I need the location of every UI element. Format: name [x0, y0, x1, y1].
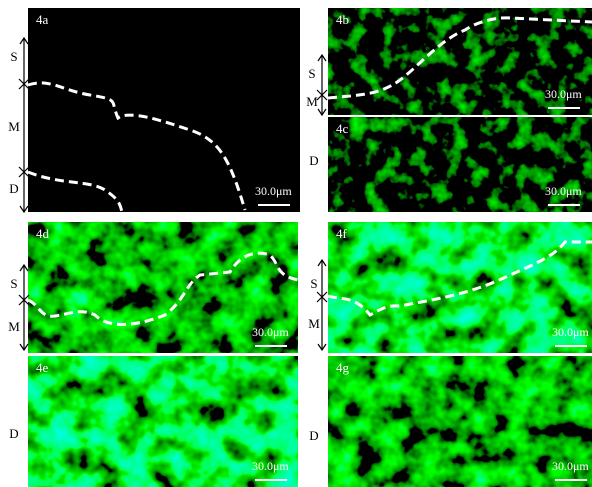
layer-label: D	[9, 181, 18, 196]
micrograph	[28, 356, 298, 487]
layer-label: M	[8, 119, 20, 134]
scale-label: 30.0μm	[252, 325, 289, 339]
boundary	[327, 240, 592, 317]
scale-label: 30.0μm	[255, 184, 292, 198]
layer-label: D	[9, 426, 18, 441]
panels: 4a 30.0μm 4b 30.0μm 4c 30.0μm 4d 30.0μm 4e 30.0μm…	[28, 8, 592, 487]
scale-label: 30.0μm	[552, 325, 589, 339]
layer-label: M	[306, 94, 318, 109]
panel-label: 4e	[36, 360, 49, 375]
micrograph	[328, 117, 592, 212]
panel-background	[28, 8, 300, 212]
boundary	[27, 81, 247, 211]
boundaries	[27, 16, 592, 326]
layer-label: S	[308, 66, 315, 81]
layer-label: M	[8, 319, 20, 334]
arrow	[18, 36, 30, 214]
scale-label: 30.0μm	[545, 87, 582, 101]
layer-label: S	[310, 276, 317, 291]
boundary	[27, 170, 124, 213]
layer-label: M	[308, 316, 320, 331]
panel: 4b 30.0μm	[328, 8, 592, 115]
scale-label: 30.0μm	[545, 184, 582, 198]
boundary	[27, 251, 299, 326]
micrograph	[328, 8, 592, 115]
layer-arrows	[18, 36, 328, 352]
panel: 4a 30.0μm	[28, 8, 300, 212]
panel-label: 4c	[336, 121, 349, 136]
arrow	[316, 258, 328, 352]
layer-label: D	[309, 428, 318, 443]
panel-label: 4f	[336, 226, 348, 241]
panel: 4c 30.0μm	[328, 117, 592, 212]
panel-label: 4a	[36, 12, 49, 27]
layer-label: S	[10, 49, 17, 64]
micrograph	[328, 222, 592, 353]
scale-label: 30.0μm	[552, 459, 589, 473]
layer-label: D	[309, 153, 318, 168]
arrow	[18, 263, 30, 352]
boundary	[327, 16, 592, 100]
panel: 4g 30.0μm	[328, 356, 592, 487]
panel-label: 4g	[336, 360, 350, 375]
panel: 4f 30.0μm	[328, 222, 592, 353]
panel-label: 4d	[36, 226, 50, 241]
micrograph	[28, 222, 298, 353]
panel: 4e 30.0μm	[28, 356, 298, 487]
layer-label: S	[10, 276, 17, 291]
micrograph	[328, 356, 592, 487]
arrow	[316, 53, 328, 117]
scale-label: 30.0μm	[252, 459, 289, 473]
panel: 4d 30.0μm	[28, 222, 298, 353]
panel-label: 4b	[336, 12, 349, 27]
